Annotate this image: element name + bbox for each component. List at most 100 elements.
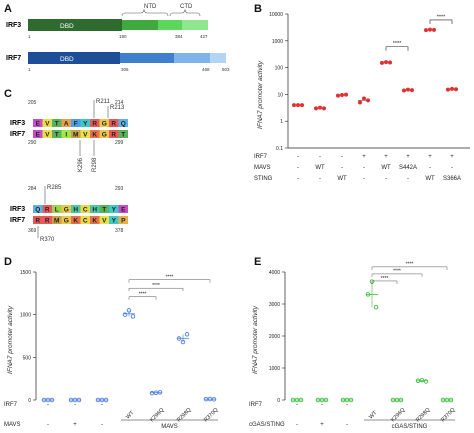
block1-irf3-residue-letter: Y bbox=[83, 120, 88, 127]
panel-b-data-point bbox=[450, 86, 454, 91]
panel-b-sting-cell: WT bbox=[425, 176, 435, 182]
block2-irf7-residue-box bbox=[118, 216, 128, 224]
block1-irf3-residue-box bbox=[71, 119, 81, 127]
panel-d-data-point bbox=[180, 339, 186, 345]
panel-d-sig-bracket bbox=[128, 279, 211, 283]
block1-irf3-residue-letter: T bbox=[55, 120, 59, 127]
panel-e-data-point bbox=[398, 397, 404, 403]
block2-irf3-residue-letter: L bbox=[55, 206, 59, 213]
panel-d-chart: IFNA7 promoter activity 1500 1000 500 0 ***… bbox=[4, 270, 220, 430]
irf3-ntd-domain bbox=[158, 20, 182, 30]
panel-b-sig-stars: **** bbox=[393, 41, 402, 47]
block1-irf7-residue-letter: R bbox=[111, 131, 116, 138]
block2-irf7-residue-letter: G bbox=[64, 217, 69, 224]
panel-b-data-point bbox=[424, 28, 428, 33]
panel-b-points bbox=[292, 27, 458, 111]
panel-b-data-point bbox=[340, 92, 344, 97]
block2-irf7-label: IRF7 bbox=[10, 217, 25, 224]
panel-b-data-point bbox=[322, 106, 326, 111]
panel-e-y-ticks: 4000 3000 2000 1000 0 bbox=[269, 270, 285, 404]
panel-b-data-point bbox=[344, 92, 348, 97]
panel-d-data-point bbox=[122, 312, 128, 317]
panel-e-ytick-label: 3000 bbox=[269, 302, 280, 308]
panel-b-data-point bbox=[380, 60, 384, 65]
block2-irf3-residue-letter: Q bbox=[35, 206, 40, 213]
irf3-ntd-brace bbox=[121, 9, 169, 17]
panel-e-second-cell: - bbox=[346, 422, 348, 428]
irf3-ntd-brace-label: NTD bbox=[144, 4, 157, 10]
panel-b-data-point bbox=[410, 88, 414, 93]
panel-d-significance: **** **** **** bbox=[128, 274, 211, 300]
block1-irf7-label: IRF7 bbox=[10, 131, 25, 138]
panel-b-sig-bracket bbox=[429, 19, 453, 24]
panel-d-sig-stars: **** bbox=[166, 274, 174, 280]
panel-b-sig-stars: **** bbox=[437, 14, 446, 20]
block1-irf3-residue-letter: Q bbox=[121, 120, 126, 127]
panel-b-data-point bbox=[406, 87, 410, 92]
block1-irf3-residue-box bbox=[80, 119, 90, 127]
block2-irf3-residue-box bbox=[33, 205, 43, 213]
block1-irf7-residue-box bbox=[99, 130, 109, 138]
panel-e-group-label: cGAS/STING bbox=[392, 424, 428, 430]
panel-b-data-point bbox=[432, 27, 436, 32]
irf7-tick-3: 468 bbox=[202, 67, 210, 72]
panel-b-mavs-cell: S442A bbox=[399, 165, 417, 171]
block2-irf3-label: IRF3 bbox=[10, 206, 25, 213]
irf3-ctd-brace bbox=[169, 9, 201, 17]
panel-b-irf7-cell: + bbox=[384, 154, 388, 160]
block2-irf3-residue-box bbox=[52, 205, 62, 213]
block1-mut-k296: K296 bbox=[78, 157, 84, 172]
block1-irf3-residue-letter: F bbox=[74, 120, 78, 127]
block2-irf7-residue-letter: V bbox=[102, 217, 107, 224]
block2-irf3-residue-box bbox=[42, 205, 52, 213]
block2-irf3-residue-letter: H bbox=[73, 206, 78, 213]
block1-irf3-residue-letter: A bbox=[64, 120, 69, 127]
block1-irf7-residue-box bbox=[52, 130, 62, 138]
block2-top-num-start: 284 bbox=[28, 186, 37, 192]
block2-irf7-residue-letter: M bbox=[54, 217, 59, 224]
block2-irf7-residue-box bbox=[61, 216, 71, 224]
irf3-label: IRF3 bbox=[6, 22, 21, 29]
panel-d-second-cell: + bbox=[73, 422, 77, 428]
block1-irf3-residue-box bbox=[90, 119, 100, 127]
panel-e-ylabel: IFNA7 promoter activity bbox=[252, 305, 259, 374]
panel-b-data-point bbox=[300, 103, 304, 108]
block1-irf3-label: IRF3 bbox=[10, 120, 25, 127]
block1-irf3-residue-letter: R bbox=[92, 120, 97, 127]
panel-e-row-label: cGAS/STING bbox=[249, 422, 285, 428]
irf3-dbd-label: DBD bbox=[60, 23, 74, 30]
panel-b-condition-table: IRF7 MAVS STING - - - - WT - - - WT + - - + WT - + S442A - + -… bbox=[254, 154, 461, 182]
block2-irf3-residue-letter: C bbox=[83, 206, 88, 213]
block2-irf3-residue-box bbox=[71, 205, 81, 213]
irf3-ctd-domain bbox=[182, 20, 208, 30]
panel-b-ytick-label: 1 bbox=[280, 119, 283, 125]
panel-e-irf7-cell: - bbox=[321, 402, 323, 408]
panel-b-mavs-cell: - bbox=[363, 165, 365, 171]
panel-b-mavs-cell: - bbox=[429, 165, 431, 171]
panel-letter-e: E bbox=[254, 256, 262, 268]
panel-b-data-point bbox=[402, 88, 406, 93]
panel-b-data-point bbox=[388, 60, 392, 65]
panel-b-data-point bbox=[336, 93, 340, 98]
panel-b-irf7-cell: + bbox=[362, 154, 366, 160]
panel-d-ytick-label: 1000 bbox=[20, 313, 31, 319]
block2-irf7-residue-box bbox=[33, 216, 43, 224]
irf7-label: IRF7 bbox=[6, 55, 21, 62]
irf7-dbd-label: DBD bbox=[60, 56, 74, 63]
panel-d-condition-table: IRF7 MAVS - - - WT K296Q R298Q R370Q - + - MAVS bbox=[4, 402, 220, 430]
block1-irf3-residue-letter: G bbox=[102, 120, 107, 127]
block2-irf3-residue-box bbox=[99, 205, 109, 213]
block1-irf3-residue-box bbox=[42, 119, 52, 127]
block1-irf3-residue-box bbox=[33, 119, 43, 127]
panel-e-sig-stars: **** bbox=[406, 262, 414, 268]
block1-irf3-residue-box bbox=[109, 119, 119, 127]
panel-e-data-point bbox=[298, 397, 304, 403]
block2-irf3-residue-letter: Y bbox=[112, 206, 117, 213]
block2-irf7-residue-letter: R bbox=[45, 217, 50, 224]
